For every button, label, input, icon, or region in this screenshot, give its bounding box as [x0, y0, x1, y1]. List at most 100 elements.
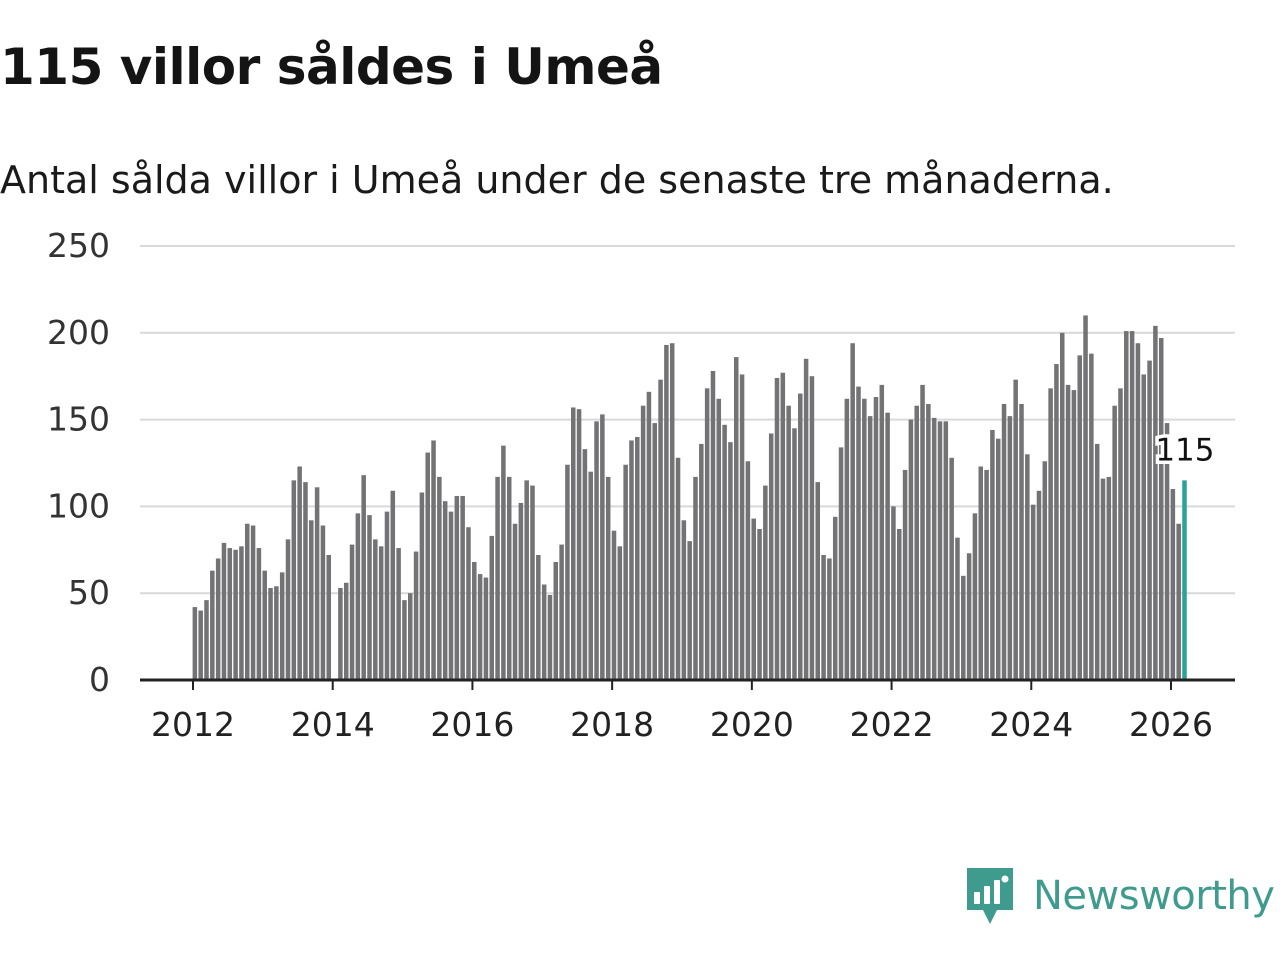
bar — [1106, 476, 1112, 680]
bar — [803, 358, 809, 680]
bar — [291, 480, 297, 680]
bar — [961, 575, 966, 680]
x-axis-ticks: 2012 2014 2016 2018 2020 2022 2024 2026 — [151, 680, 1213, 744]
bar — [640, 405, 646, 680]
bar — [215, 558, 221, 680]
x-tick-label-2024: 2024 — [989, 705, 1073, 744]
bar — [460, 495, 465, 680]
bar — [995, 438, 1001, 680]
bar — [425, 452, 430, 680]
bar — [652, 423, 658, 680]
bar — [547, 594, 553, 680]
bar — [221, 542, 227, 680]
bar — [1048, 388, 1053, 680]
x-tick-label-2026: 2026 — [1129, 705, 1213, 744]
bar — [338, 587, 343, 680]
bar — [809, 376, 815, 680]
bar — [605, 476, 611, 680]
bar — [285, 539, 291, 680]
bar — [1170, 489, 1176, 680]
bar — [763, 485, 768, 680]
bar — [361, 475, 366, 680]
bar — [279, 572, 285, 680]
bar — [1083, 315, 1088, 680]
bar — [617, 546, 623, 680]
annotations: 115 — [1152, 429, 1218, 472]
bar — [862, 398, 867, 680]
bar — [1158, 338, 1164, 680]
bar — [565, 464, 570, 680]
bar — [326, 555, 332, 680]
bar — [693, 476, 698, 680]
bar — [955, 537, 960, 680]
bar — [908, 419, 914, 680]
bar — [768, 433, 774, 680]
bar — [926, 403, 931, 680]
bar — [454, 495, 460, 680]
bar — [297, 466, 302, 680]
bar — [466, 527, 471, 680]
x-tick-label-2020: 2020 — [710, 705, 794, 744]
bar — [873, 397, 879, 680]
x-tick-label-2022: 2022 — [850, 705, 934, 744]
bar-chart: 0 50 100 150 200 250 2012 2014 2016 2018 2020 2022… — [47, 226, 1235, 744]
bar — [472, 561, 477, 680]
bar — [541, 584, 547, 680]
bar — [1071, 390, 1077, 680]
y-tick-label-100: 100 — [47, 486, 110, 525]
bar — [821, 555, 826, 680]
bar — [233, 549, 238, 680]
bar — [902, 469, 908, 680]
y-tick-label-0: 0 — [89, 660, 110, 699]
bar — [949, 457, 954, 680]
bar — [774, 377, 780, 680]
bar — [896, 528, 902, 680]
x-tick-label-2012: 2012 — [151, 705, 235, 744]
bar — [1001, 403, 1007, 680]
bar — [553, 561, 559, 680]
bar — [792, 428, 797, 680]
bar — [1036, 490, 1042, 680]
x-tick-label-2014: 2014 — [291, 705, 375, 744]
bar — [355, 513, 361, 680]
bar — [1100, 478, 1106, 680]
chart-title: 115 villor såldes i Umeå — [0, 38, 663, 96]
bar — [827, 558, 832, 680]
bar — [1030, 504, 1036, 680]
bar — [501, 445, 506, 680]
bar — [1054, 364, 1059, 680]
y-tick-label-250: 250 — [47, 226, 110, 265]
bar — [210, 570, 215, 680]
chart-subtitle: Antal sålda villor i Umeå under de senas… — [0, 158, 1114, 202]
bar — [1042, 461, 1048, 680]
bar — [1077, 355, 1082, 680]
bar — [588, 471, 593, 680]
bar — [1164, 423, 1170, 680]
bar — [681, 520, 687, 680]
bar — [390, 490, 396, 680]
bar — [629, 440, 634, 680]
bar — [349, 544, 355, 680]
newsworthy-brand: Newsworthy — [965, 866, 1275, 926]
bar — [699, 443, 704, 680]
bar — [798, 393, 803, 680]
bar — [582, 449, 588, 680]
bar — [635, 436, 640, 680]
bar — [437, 476, 442, 680]
bar — [402, 600, 407, 680]
bar — [838, 447, 844, 680]
bar — [1007, 416, 1013, 680]
bar — [751, 518, 756, 680]
bar — [536, 555, 541, 680]
bar — [378, 546, 384, 680]
bar — [658, 379, 663, 680]
bar — [413, 551, 419, 680]
bar — [448, 511, 454, 680]
brand-name: Newsworthy — [1033, 873, 1275, 919]
y-tick-label-150: 150 — [47, 400, 110, 439]
bar — [664, 344, 669, 680]
bar — [780, 372, 786, 680]
bar — [244, 523, 250, 680]
bar — [844, 398, 850, 680]
bar — [320, 525, 326, 680]
